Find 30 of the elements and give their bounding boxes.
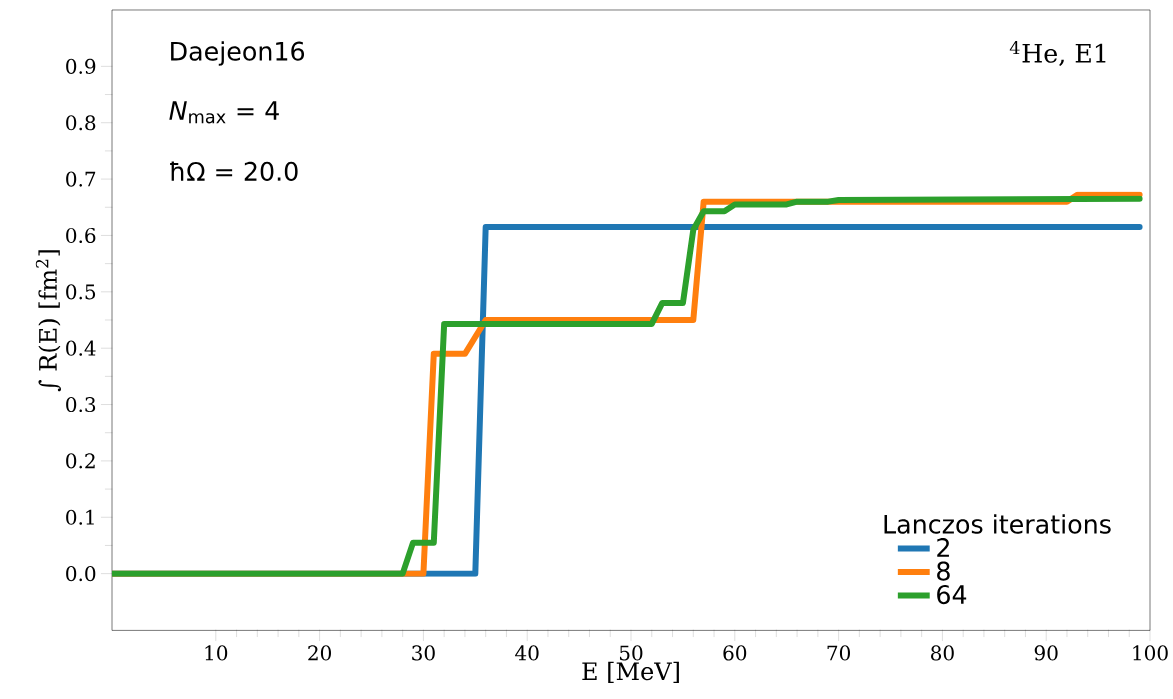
legend-label: 64 (937, 585, 967, 605)
x-axis-title: E [MeV] (582, 661, 679, 684)
annotation: ħΩ = 20.0 (170, 161, 298, 181)
y-tick-label: 0.1 (66, 509, 94, 525)
y-tick-label: 0.7 (66, 171, 96, 187)
x-tick-label: 20 (308, 645, 331, 661)
legend-label: 2 (937, 538, 949, 557)
x-tick-label: 40 (515, 645, 539, 661)
annotation: N$_{max}$ = 4 (169, 101, 279, 124)
x-tick-label: 60 (723, 645, 747, 661)
annotation: $^{4}$He, E1 (1009, 40, 1106, 66)
y-tick-label: 0.9 (66, 58, 96, 74)
x-tick-label: 30 (412, 645, 435, 661)
y-tick-label: 0.3 (66, 396, 96, 413)
x-tick-label: 80 (931, 645, 954, 661)
legend-label: 8 (937, 561, 950, 581)
x-tick-label: 50 (619, 645, 643, 661)
y-tick-label: 0.0 (66, 566, 96, 582)
x-tick-label: 100 (1133, 645, 1168, 661)
y-tick-label: 0.4 (66, 340, 96, 356)
x-tick-label: 90 (1034, 645, 1058, 661)
annotation: Daejeon16 (171, 41, 305, 66)
y-tick-label: 0.6 (66, 227, 96, 244)
y-tick-label: 0.5 (66, 284, 96, 300)
y-axis-title: ∫ R(E) [fm$^{2}$] (35, 250, 61, 392)
x-tick-label: 70 (827, 645, 850, 661)
y-tick-label: 0.2 (66, 453, 95, 469)
legend-title: Lanczos iterations (884, 514, 1111, 534)
x-tick-label: 10 (205, 645, 228, 661)
y-tick-label: 0.8 (66, 115, 96, 131)
